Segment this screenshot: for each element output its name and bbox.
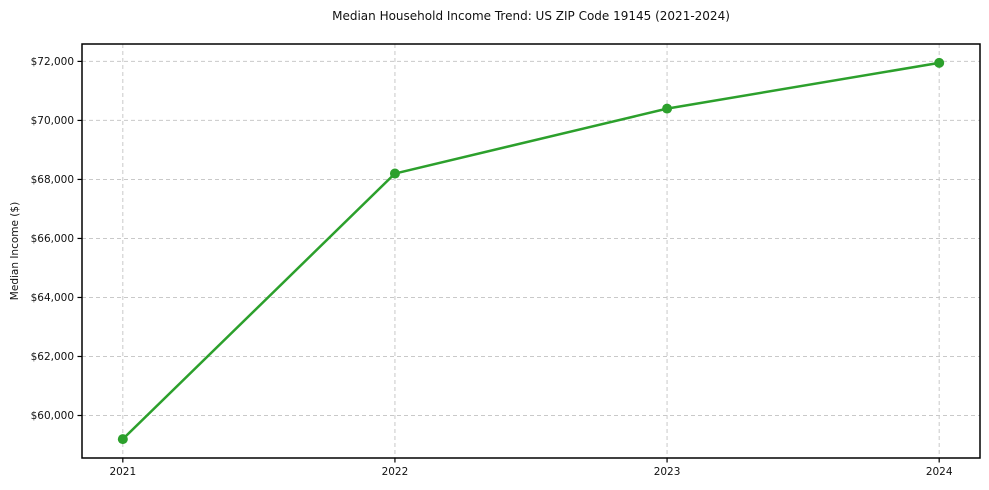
y-tick-label: $62,000 — [31, 351, 74, 363]
y-tick-label: $72,000 — [31, 56, 74, 68]
data-point-2022 — [389, 168, 400, 179]
trend-line — [121, 61, 941, 441]
chart-title: Median Household Income Trend: US ZIP Co… — [332, 9, 730, 23]
x-tick-label: 2024 — [926, 466, 953, 478]
plot-border — [81, 43, 981, 459]
y-tick-label: $70,000 — [31, 115, 74, 127]
x-tick-label: 2021 — [109, 466, 136, 478]
y-tick-label: $60,000 — [31, 410, 74, 422]
y-tick-label: $64,000 — [31, 292, 74, 304]
y-tick-label: $68,000 — [31, 174, 74, 186]
y-tick-label: $66,000 — [31, 233, 74, 245]
data-point-2021 — [117, 434, 128, 445]
x-tick-label: 2022 — [382, 466, 409, 478]
data-point-2023 — [662, 103, 673, 114]
x-tick-label: 2023 — [654, 466, 681, 478]
data-point-2024 — [934, 57, 945, 68]
